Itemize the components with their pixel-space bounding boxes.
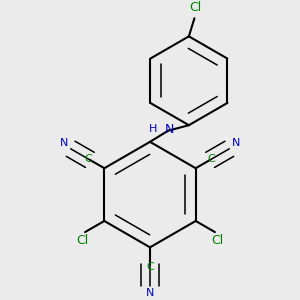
Text: Cl: Cl (212, 234, 224, 247)
Text: H: H (148, 124, 157, 134)
Text: Cl: Cl (190, 1, 202, 14)
Text: C: C (208, 154, 215, 164)
Text: C: C (146, 262, 154, 272)
Text: Cl: Cl (76, 234, 88, 247)
Text: N: N (59, 138, 68, 148)
Text: C: C (85, 154, 92, 164)
Text: N: N (165, 123, 174, 136)
Text: N: N (232, 138, 241, 148)
Text: N: N (146, 288, 154, 298)
